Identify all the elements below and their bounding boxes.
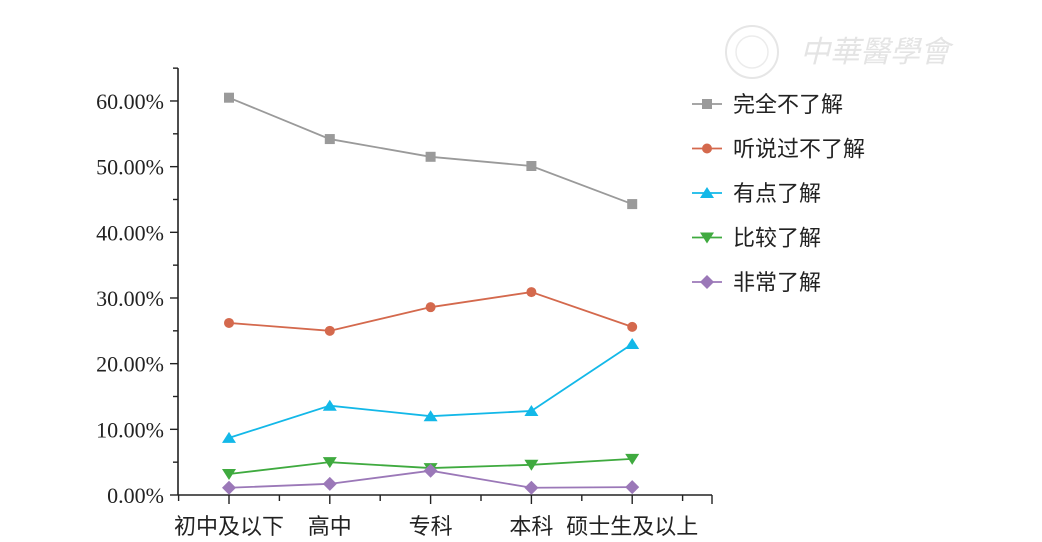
circle-marker xyxy=(702,143,712,154)
square-marker xyxy=(324,134,335,145)
y-tick-label: 30.00% xyxy=(96,286,164,311)
diamond-marker xyxy=(423,463,438,478)
circle-marker xyxy=(526,287,537,298)
legend-item: 听说过不了解 xyxy=(692,138,865,163)
y-tick-label: 50.00% xyxy=(96,155,164,180)
series-line xyxy=(228,96,633,205)
legend-label: 听说过不了解 xyxy=(733,138,865,163)
legend-item: 比较了解 xyxy=(692,227,821,252)
triangle-down-marker xyxy=(222,468,236,480)
x-tick-label: 初中及以下 xyxy=(174,515,284,540)
square-marker xyxy=(224,92,234,103)
x-tick-label: 高中 xyxy=(308,515,352,540)
x-tick-label: 硕士生及以上 xyxy=(566,515,698,540)
triangle-down-marker xyxy=(700,232,714,244)
legend-label: 非常了解 xyxy=(733,271,821,296)
y-tick-label: 40.00% xyxy=(96,220,164,245)
legend-label: 比较了解 xyxy=(733,227,821,252)
diamond-marker xyxy=(625,480,640,495)
triangle-up-marker xyxy=(423,410,438,422)
diamond-marker xyxy=(524,480,539,495)
series-1 xyxy=(224,92,638,210)
legend-item: 有点了解 xyxy=(692,182,821,207)
triangle-up-marker xyxy=(322,399,337,411)
series-2 xyxy=(224,287,638,336)
diamond-marker xyxy=(222,480,236,495)
diamond-marker xyxy=(700,275,714,289)
circle-marker xyxy=(224,317,234,328)
diamond-marker xyxy=(322,476,337,491)
watermark-text: 中華醫學會 xyxy=(800,35,954,70)
y-tick-label: 60.00% xyxy=(96,89,164,114)
triangle-down-marker xyxy=(322,457,337,469)
legend-label: 完全不了解 xyxy=(733,93,843,118)
x-tick-label: 专科 xyxy=(409,515,453,540)
triangle-up-marker xyxy=(700,187,714,198)
x-tick-label: 本科 xyxy=(509,515,553,540)
series-3 xyxy=(222,337,640,443)
square-marker xyxy=(627,199,638,210)
triangle-down-marker xyxy=(524,459,539,471)
circle-marker xyxy=(324,325,335,336)
square-marker xyxy=(702,99,712,109)
square-marker xyxy=(526,160,537,171)
legend-item: 完全不了解 xyxy=(692,93,843,118)
y-tick-label: 20.00% xyxy=(96,352,164,377)
watermark: 中華醫學會 xyxy=(725,25,954,79)
circle-marker xyxy=(425,302,436,313)
legend-item: 非常了解 xyxy=(692,271,821,296)
y-tick-label: 10.00% xyxy=(96,417,164,442)
circle-marker xyxy=(627,321,638,332)
square-marker xyxy=(425,151,436,162)
triangle-up-marker xyxy=(625,337,640,349)
triangle-down-marker xyxy=(625,453,640,465)
series-5 xyxy=(222,463,640,495)
legend-label: 有点了解 xyxy=(733,182,821,207)
y-tick-label: 0.00% xyxy=(107,483,164,508)
triangle-up-marker xyxy=(524,404,539,416)
triangle-up-marker xyxy=(222,431,236,443)
series-line xyxy=(228,343,633,439)
